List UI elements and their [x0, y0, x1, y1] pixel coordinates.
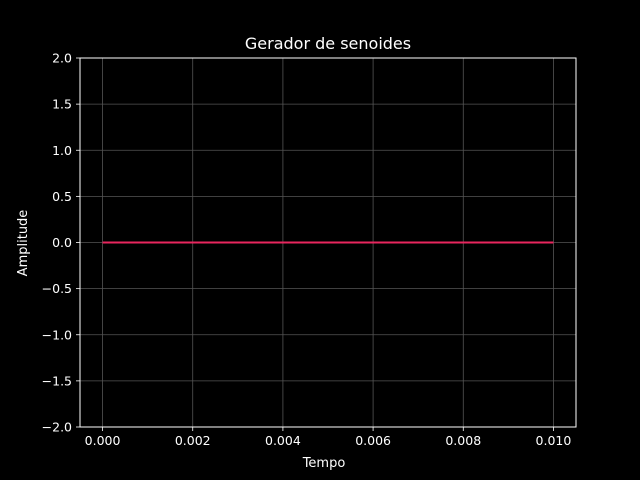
x-axis: 0.000 0.002 0.004 0.006 0.008 0.010: [85, 427, 572, 448]
y-tick-label: 0.5: [52, 189, 72, 204]
y-tick-label: 1.5: [52, 97, 72, 112]
y-tick-label: 0.0: [52, 235, 72, 250]
x-axis-label: Tempo: [302, 456, 346, 471]
x-tick-label: 0.008: [445, 433, 481, 448]
y-tick-label: 2.0: [52, 51, 72, 66]
y-tick-label: −0.5: [42, 281, 72, 296]
y-tick-label: −2.0: [42, 420, 72, 435]
x-tick-label: 0.010: [536, 433, 572, 448]
chart-title: Gerador de senoides: [245, 34, 411, 53]
y-tick-label: −1.0: [42, 327, 72, 342]
x-tick-label: 0.002: [175, 433, 211, 448]
x-tick-label: 0.004: [265, 433, 301, 448]
y-tick-label: −1.5: [42, 373, 72, 388]
y-axis-label: Amplitude: [16, 210, 31, 277]
y-axis: −2.0 −1.5 −1.0 −0.5 0.0 0.5 1.0 1.5 2.0: [42, 51, 80, 435]
x-tick-label: 0.006: [355, 433, 391, 448]
y-tick-label: 1.0: [52, 143, 72, 158]
x-tick-label: 0.000: [85, 433, 121, 448]
